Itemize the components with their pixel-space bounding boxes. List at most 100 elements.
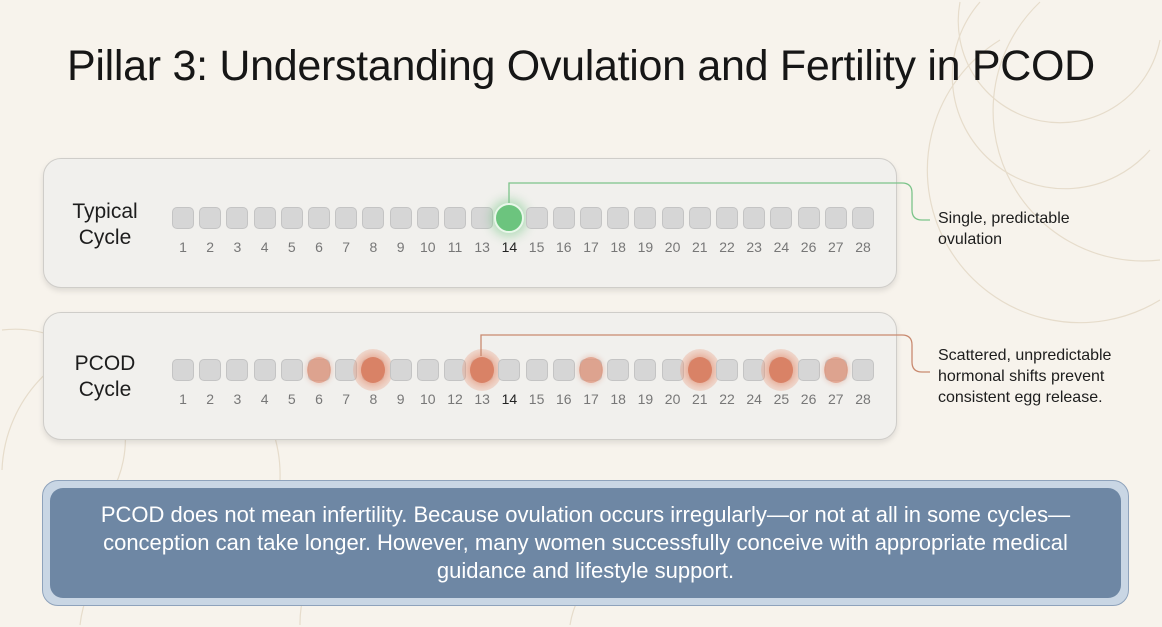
day-cell [172,359,194,381]
label-line: Cycle [78,226,132,249]
day-number: 11 [447,239,463,255]
day-number: 13 [474,239,490,255]
day-number: 18 [610,239,626,255]
day-number: 25 [773,391,790,407]
decor-arc [926,39,1161,324]
note-line: consistent egg release. [938,389,1103,406]
note-line: Single, predictable [938,210,1070,227]
day-number: 7 [342,391,351,407]
day-number: 23 [746,239,762,255]
decor-arc [992,1,1161,262]
day-number: 8 [369,239,378,255]
day-number: 17 [583,391,599,407]
pcod-cycle-card: PCOD Cycle 1 2 3 4 5 6 7 8 9 10 12 13 14 15 16 17 18 19 20… [43,312,897,440]
hormonal-shift-marker [579,357,603,383]
day-cell [226,359,249,381]
day-number: 2 [206,239,215,255]
day-number: 22 [719,391,735,407]
day-cell [797,207,820,229]
day-cell [607,207,630,229]
day-number: 3 [233,391,242,407]
day-number: 26 [800,239,817,255]
day-cell [716,359,738,381]
day-cell [362,207,385,229]
ovulation-marker [494,203,525,233]
note-line: Scattered, unpredictable [938,347,1112,364]
day-cell [770,207,793,229]
typical-note: Single, predictable ovulation [938,208,1070,250]
day-number: 14 [501,391,518,407]
decor-arc [951,1,1151,190]
day-number: 12 [447,391,463,407]
typical-cycle-label: Typical Cycle [44,199,166,251]
day-number: 1 [179,239,187,255]
day-number: 16 [556,391,572,407]
label-line: Typical [72,200,138,223]
day-number: 19 [637,239,654,255]
day-cell [716,207,738,229]
day-number: 5 [287,391,296,407]
note-line: ovulation [938,231,1003,248]
day-cell [280,359,303,381]
day-number: 20 [664,239,681,255]
day-cell [498,359,521,381]
day-cell [552,359,575,381]
day-number: 9 [396,239,405,255]
day-number: 15 [528,239,545,255]
day-cell [580,207,602,229]
day-number: 4 [260,391,269,407]
day-cell [607,359,630,381]
day-number: 24 [746,391,762,407]
day-cell [552,207,575,229]
summary-box: PCOD does not mean infertility. Because … [50,488,1121,598]
day-number: 22 [719,239,735,255]
decor-arc [957,1,1161,124]
day-number: 4 [260,239,269,255]
label-line: PCOD [74,352,136,375]
day-number: 21 [692,239,708,255]
day-cell [253,207,276,229]
day-number: 28 [855,391,871,407]
day-cell [172,207,194,229]
day-cell [389,359,412,381]
hormonal-shift-marker [307,357,331,383]
day-number: 20 [664,391,681,407]
day-number: 6 [315,239,323,255]
day-cell [308,207,330,229]
label-line: Cycle [78,378,132,401]
day-number: 26 [800,391,817,407]
day-cell [416,207,439,229]
day-cell [280,207,303,229]
hormonal-shift-marker [823,357,848,383]
day-cell [852,207,874,229]
day-number: 9 [396,391,405,407]
typical-cycle-card: Typical Cycle 1 2 3 4 5 6 7 8 9 10 11 13 14 15 16 17 18 1… [43,158,897,288]
day-number: 8 [369,391,378,407]
day-number: 10 [420,239,436,255]
day-cell [634,359,657,381]
pcod-cycle-label: PCOD Cycle [44,351,166,403]
day-number: 7 [342,239,351,255]
day-number: 17 [583,239,599,255]
day-number: 1 [179,391,187,407]
day-cell [797,359,820,381]
day-number: 14 [501,239,518,255]
day-cell [852,359,874,381]
day-number: 28 [855,239,871,255]
pcod-note: Scattered, unpredictable hormonal shifts… [938,345,1111,408]
day-number: 16 [556,239,572,255]
day-cell [416,359,439,381]
hormonal-shift-marker [687,357,712,383]
day-number: 24 [773,239,790,255]
day-cell [688,207,711,229]
day-cell [199,359,222,381]
day-number: 21 [692,391,708,407]
day-cell [471,207,494,229]
day-cell [661,207,684,229]
day-cell [253,359,276,381]
day-number: 13 [474,391,490,407]
day-number: 6 [315,391,323,407]
day-number: 2 [206,391,215,407]
day-number: 10 [420,391,436,407]
day-number: 5 [287,239,296,255]
